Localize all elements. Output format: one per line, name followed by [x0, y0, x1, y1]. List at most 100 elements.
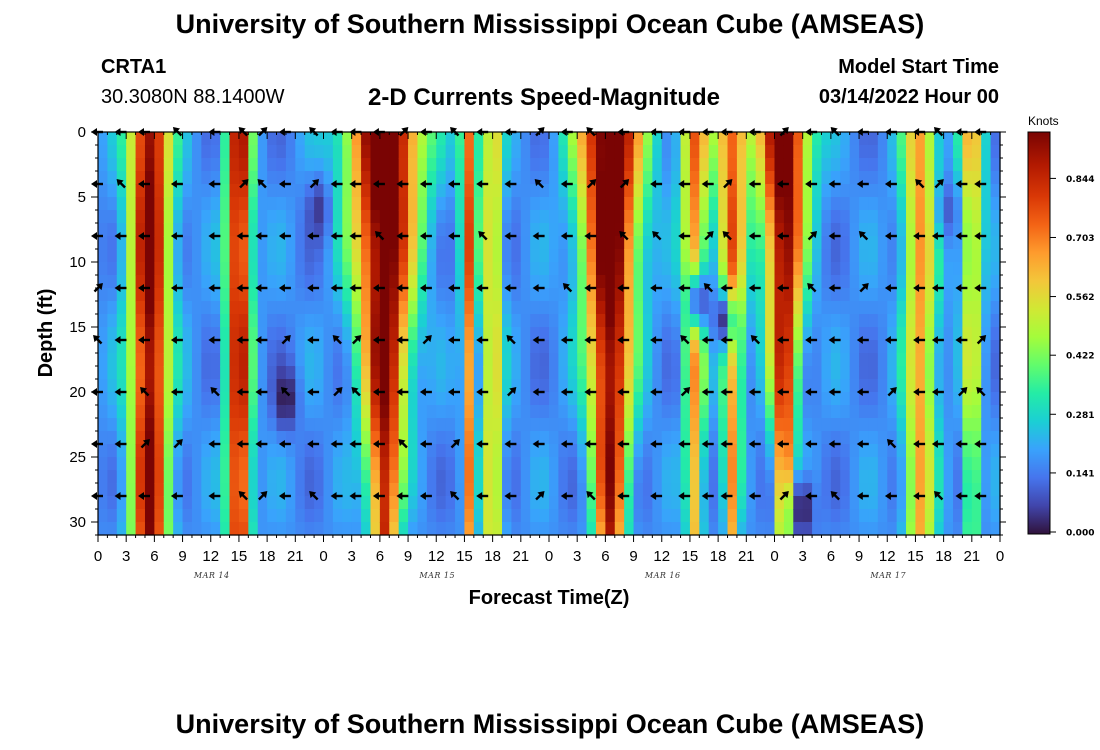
heatmap-cell: [144, 327, 155, 341]
heatmap-cell: [990, 353, 1001, 367]
heatmap-cell: [173, 405, 184, 419]
heatmap-cell: [539, 171, 550, 185]
heatmap-cell: [802, 158, 813, 172]
heatmap-cell: [220, 405, 231, 419]
heatmap-cell: [539, 223, 550, 237]
heatmap-cell: [389, 262, 400, 276]
heatmap-cell: [868, 236, 879, 250]
heatmap-cell: [285, 418, 296, 432]
heatmap-cell: [464, 457, 475, 471]
heatmap-cell: [642, 392, 653, 406]
heatmap-cell: [774, 509, 785, 523]
heatmap-cell: [163, 314, 174, 328]
heatmap-cell: [492, 366, 503, 380]
heatmap-cell: [887, 496, 898, 510]
heatmap-cell: [614, 366, 625, 380]
heatmap-cell: [163, 197, 174, 211]
heatmap-cell: [191, 431, 202, 445]
heatmap-cell: [887, 262, 898, 276]
heatmap-cell: [718, 171, 729, 185]
heatmap-cell: [567, 522, 578, 536]
current-vector-arrow: [828, 388, 841, 396]
heatmap-cell: [614, 249, 625, 263]
heatmap-cell: [520, 249, 531, 263]
heatmap-cell: [98, 132, 108, 146]
heatmap-cell: [633, 236, 644, 250]
x-tick-label: 15: [907, 548, 924, 565]
heatmap-cell: [906, 223, 917, 237]
heatmap-cell: [220, 340, 231, 354]
heatmap-cell: [238, 275, 249, 289]
heatmap-cell: [953, 496, 964, 510]
heatmap-cell: [859, 457, 870, 471]
heatmap-cell: [736, 210, 747, 224]
heatmap-cell: [163, 132, 174, 146]
heatmap-cell: [680, 184, 691, 198]
heatmap-cell: [614, 379, 625, 393]
heatmap-cell: [840, 197, 851, 211]
heatmap-cell: [314, 496, 325, 510]
heatmap-cell: [201, 405, 212, 419]
heatmap-cell: [276, 379, 287, 393]
heatmap-cell: [191, 366, 202, 380]
heatmap-cell: [671, 483, 682, 497]
heatmap-cell: [201, 275, 212, 289]
heatmap-cell: [351, 366, 362, 380]
heatmap-cell: [483, 353, 494, 367]
current-vector-arrow: [170, 180, 183, 188]
heatmap-cell: [567, 327, 578, 341]
heatmap-cell: [210, 171, 221, 185]
heatmap-cell: [802, 392, 813, 406]
heatmap-cell: [943, 223, 954, 237]
heatmap-cell: [877, 483, 888, 497]
heatmap-cell: [530, 249, 541, 263]
heatmap-cell: [389, 340, 400, 354]
heatmap-cell: [840, 340, 851, 354]
x-tick-label: 9: [404, 548, 412, 565]
heatmap-cell: [229, 249, 240, 263]
heatmap-cell: [915, 249, 926, 263]
heatmap-cell: [896, 509, 907, 523]
heatmap-cell: [361, 197, 372, 211]
heatmap-cell: [464, 327, 475, 341]
heatmap-cell: [144, 418, 155, 432]
heatmap-cell: [840, 145, 851, 159]
heatmap-cell: [107, 340, 118, 354]
heatmap-cell: [755, 444, 766, 458]
heatmap-cell: [736, 483, 747, 497]
heatmap-cell: [483, 301, 494, 315]
heatmap-cell: [455, 353, 466, 367]
heatmap-cell: [915, 392, 926, 406]
y-tick-label: 20: [69, 384, 86, 401]
heatmap-cell: [436, 522, 447, 536]
heatmap-cell: [520, 496, 531, 510]
heatmap-cell: [473, 418, 484, 432]
heatmap-cell: [408, 145, 419, 159]
heatmap-cell: [530, 314, 541, 328]
colorbar: Knots 0.0000.1410.2810.4220.5620.7030.84…: [1027, 114, 1094, 539]
heatmap-cell: [577, 340, 588, 354]
heatmap-cell: [191, 301, 202, 315]
heatmap-cell: [257, 392, 268, 406]
heatmap-cell: [220, 236, 231, 250]
heatmap-cell: [314, 262, 325, 276]
heatmap-cell: [915, 145, 926, 159]
heatmap-cell: [473, 184, 484, 198]
heatmap-cell: [558, 158, 569, 172]
heatmap-cell: [680, 223, 691, 237]
heatmap-cell: [943, 132, 954, 146]
heatmap-cell: [614, 184, 625, 198]
heatmap-cell: [689, 522, 700, 536]
heatmap-cell: [887, 470, 898, 484]
current-vector-arrow: [678, 492, 691, 500]
heatmap-cell: [361, 158, 372, 172]
heatmap-cell: [351, 457, 362, 471]
heatmap-cell: [680, 314, 691, 328]
heatmap-cell: [332, 483, 343, 497]
heatmap-cell: [661, 405, 672, 419]
heatmap-cell: [182, 210, 193, 224]
heatmap-cell: [830, 249, 841, 263]
heatmap-cell: [558, 483, 569, 497]
heatmap-cell: [671, 132, 682, 146]
heatmap-cell: [135, 327, 146, 341]
